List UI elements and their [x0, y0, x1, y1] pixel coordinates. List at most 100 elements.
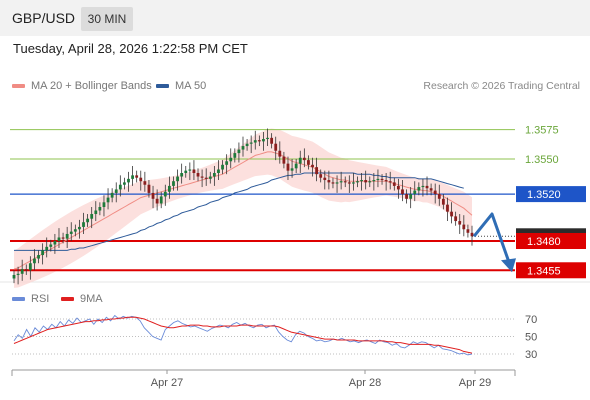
ma9-swatch-icon [61, 297, 74, 302]
candle-body [237, 149, 241, 154]
candle-body [417, 187, 421, 191]
candle-body [233, 153, 237, 158]
candle-body [139, 177, 143, 182]
candle-body [286, 163, 290, 171]
candle-body [53, 240, 57, 245]
candle-body [200, 176, 204, 178]
candle-body [180, 173, 184, 177]
level-label-overlay-1.3480: 1.3480 [527, 236, 561, 248]
candle-body [176, 176, 179, 182]
candle-body [425, 185, 429, 189]
symbol-title: GBP/USD [12, 10, 76, 26]
candle-body [98, 206, 102, 211]
candle-body [429, 188, 433, 191]
candle-body [401, 189, 404, 195]
candle-body [41, 250, 45, 256]
candle-body [123, 182, 126, 185]
candle-body [24, 269, 28, 271]
candle-body [16, 273, 20, 275]
candle-body [282, 156, 286, 164]
ma20-swatch-icon [12, 84, 25, 89]
candle-body [127, 178, 130, 183]
candle-body [270, 137, 274, 144]
rsi-level-label-70: 70 [525, 314, 537, 326]
candle-body [221, 164, 224, 170]
candle-body [241, 146, 245, 150]
legend-ma20-bollinger: MA 20 + Bollinger Bands [12, 80, 152, 92]
time-label-Apr-28: Apr 28 [349, 377, 381, 389]
ma50-swatch-icon [156, 84, 169, 89]
candle-body [28, 263, 32, 271]
timestamp: Tuesday, April 28, 2026 1:22:58 PM CET [13, 41, 248, 56]
candle-body [143, 181, 147, 185]
candle-body [327, 180, 331, 183]
legend-ma50: MA 50 [156, 80, 206, 92]
candle-body [61, 237, 65, 239]
bollinger-band [14, 128, 472, 288]
level-label-1.3520: 1.3520 [527, 189, 561, 201]
level-label-1.3455: 1.3455 [527, 265, 561, 277]
candle-body [188, 169, 192, 171]
candle-body [225, 161, 229, 165]
legend-rsi-ma9: 9MA [61, 293, 103, 305]
candle-body [159, 196, 163, 204]
candle-body [212, 173, 216, 177]
candle-body [131, 175, 134, 179]
candle-body [384, 180, 388, 182]
research-credit: Research © 2026 Trading Central [423, 80, 580, 92]
candle-body [106, 197, 110, 203]
candle-body [307, 160, 310, 165]
candle-body [49, 244, 53, 247]
candle-body [90, 214, 94, 219]
candle-body [262, 139, 265, 142]
candle-body [163, 191, 167, 197]
time-label-Apr-27: Apr 27 [151, 377, 183, 389]
candle-body [356, 181, 359, 183]
candle-body [396, 185, 400, 190]
rsi-ma9-line [13, 316, 473, 354]
candle-body [388, 181, 392, 183]
candle-body [135, 175, 139, 178]
level-tag-1.3520 [516, 186, 586, 203]
candle-body [253, 140, 257, 143]
candle-body [208, 176, 212, 179]
candle-body [245, 143, 249, 147]
candle-body [315, 167, 319, 175]
candle-body [167, 185, 171, 192]
level-tag-overlay-1.3480 [516, 232, 586, 249]
candle-body [376, 178, 380, 181]
candle-body [94, 210, 98, 215]
candle-body [73, 229, 77, 232]
candle-body [147, 184, 151, 193]
candle-body [151, 192, 155, 199]
candles [12, 128, 474, 285]
candle-body [192, 169, 196, 174]
candle-body [380, 178, 384, 181]
candle-body [196, 173, 200, 177]
candle-body [110, 192, 114, 198]
candle-body [433, 190, 437, 195]
candle-body [311, 164, 314, 168]
candle-body [155, 198, 159, 204]
header-bar: GBP/USD 30 MIN [0, 0, 590, 36]
candle-body [82, 222, 85, 227]
timeframe-badge[interactable]: 30 MIN [81, 7, 133, 31]
candle-body [364, 180, 368, 183]
candle-body [323, 177, 327, 181]
candle-body [470, 232, 474, 237]
candle-body [360, 180, 363, 182]
candle-body [20, 269, 24, 274]
candle-body [172, 181, 175, 186]
forecast-arrow-line [472, 212, 511, 263]
candle-body [458, 221, 462, 225]
candle-body [405, 194, 408, 199]
legend-ma9-label: 9MA [80, 293, 103, 305]
rsi-swatch-icon [12, 297, 25, 302]
candle-body [352, 182, 355, 184]
rsi-level-label-30: 30 [525, 349, 537, 361]
rsi-level-label-50: 50 [525, 332, 537, 344]
candle-body [335, 182, 339, 184]
candle-body [204, 177, 208, 179]
candle-body [184, 170, 188, 174]
